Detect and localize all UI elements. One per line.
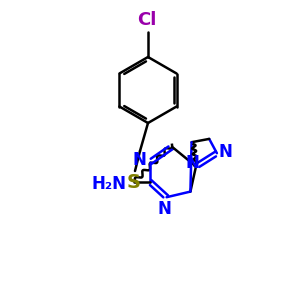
Text: S: S: [127, 173, 141, 192]
Text: N: N: [158, 200, 172, 218]
Text: N: N: [186, 154, 200, 172]
Text: N: N: [219, 143, 233, 161]
Text: N: N: [133, 151, 147, 169]
Text: Cl: Cl: [137, 11, 157, 29]
Text: H₂N: H₂N: [92, 175, 127, 193]
